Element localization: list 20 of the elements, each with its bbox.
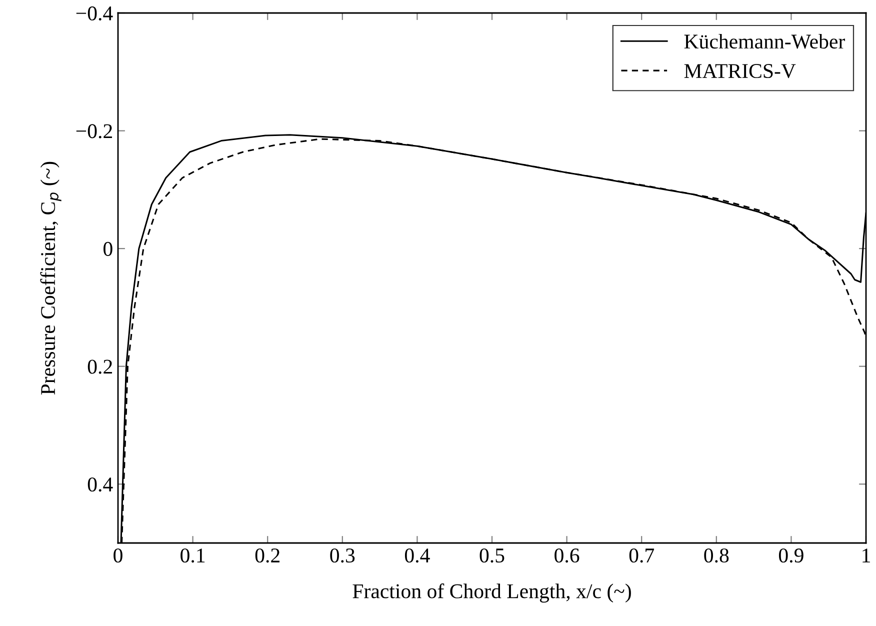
x-tick-label: 0.2 — [255, 548, 280, 563]
x-tick-label: 0.7 — [629, 548, 654, 563]
x-tick-label: 0.1 — [180, 548, 205, 563]
x-tick-label: 0.6 — [554, 548, 580, 563]
x-tick-label: 0.9 — [778, 548, 804, 563]
y-tick-label: −0.2 — [76, 124, 112, 138]
x-tick-label: 1 — [862, 548, 870, 562]
y-axis-title: Pressure Coefficient, C$_{p}$ (~) — [40, 162, 62, 395]
x-tick-label: 0 — [114, 548, 122, 563]
x-tick-label: 0.5 — [480, 548, 504, 563]
legend-label: Küchemann-Weber — [684, 34, 845, 49]
x-tick-label: 0.3 — [330, 548, 355, 563]
legend-label: MATRICS-V — [684, 64, 796, 78]
x-tick-label: 0.4 — [404, 548, 430, 563]
y-tick-label: 0.2 — [88, 360, 112, 374]
y-tick-label: 0 — [104, 242, 112, 256]
y-tick-label: 0.4 — [88, 477, 113, 492]
x-tick-label: 0.8 — [704, 548, 729, 563]
x-axis-title: Fraction of Chord Length, x/c (~) — [352, 583, 631, 603]
y-tick-label: −0.4 — [76, 6, 113, 21]
